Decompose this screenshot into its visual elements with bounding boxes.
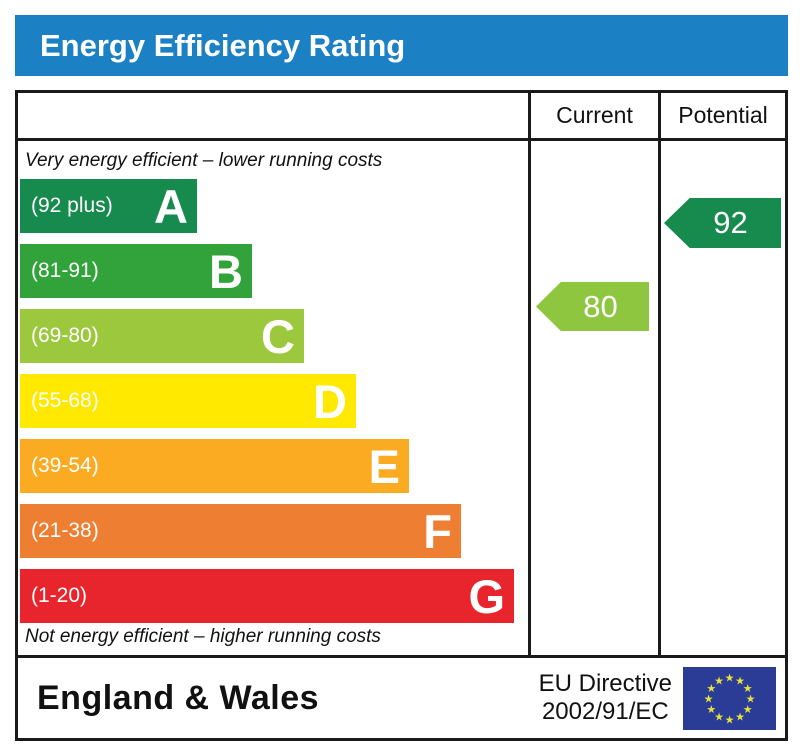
band-row-c: (69-80) C bbox=[20, 309, 528, 363]
svg-text:★: ★ bbox=[714, 710, 724, 723]
band-letter-g: G bbox=[468, 569, 505, 623]
eu-directive-line2: 2002/91/EC bbox=[541, 698, 669, 725]
current-rating-arrow: 80 bbox=[536, 282, 649, 331]
band-bar-g: (1-20) G bbox=[20, 569, 514, 623]
band-bar-f: (21-38) F bbox=[20, 504, 461, 558]
footer-bar: England & Wales EU Directive 2002/91/EC … bbox=[18, 655, 785, 738]
region-label: England & Wales bbox=[37, 678, 320, 717]
svg-text:★: ★ bbox=[746, 692, 756, 705]
band-row-b: (81-91) B bbox=[20, 244, 528, 298]
band-row-e: (39-54) E bbox=[20, 439, 528, 493]
band-letter-f: F bbox=[423, 504, 452, 558]
column-header-potential: Potential bbox=[658, 93, 785, 141]
band-letter-a: A bbox=[154, 179, 188, 233]
band-bar-b: (81-91) B bbox=[20, 244, 252, 298]
potential-rating-value: 92 bbox=[713, 205, 748, 240]
band-letter-b: B bbox=[209, 244, 243, 298]
svg-text:★: ★ bbox=[735, 710, 745, 723]
svg-text:★: ★ bbox=[725, 671, 735, 684]
svg-text:★: ★ bbox=[706, 703, 716, 716]
band-letter-d: D bbox=[313, 374, 347, 428]
svg-text:★: ★ bbox=[706, 682, 716, 695]
band-row-a: (92 plus) A bbox=[20, 179, 528, 233]
rating-table: Current Potential Very energy efficient … bbox=[15, 90, 788, 741]
band-bar-d: (55-68) D bbox=[20, 374, 356, 428]
band-bar-a: (92 plus) A bbox=[20, 179, 197, 233]
band-letter-c: C bbox=[261, 309, 295, 363]
bands-list: (92 plus) A (81-91) B (69-80) C bbox=[20, 179, 528, 623]
band-range-d: (55-68) bbox=[31, 389, 99, 412]
band-range-f: (21-38) bbox=[31, 519, 99, 542]
svg-text:★: ★ bbox=[704, 692, 714, 705]
header-spacer-cell bbox=[18, 93, 528, 141]
band-range-c: (69-80) bbox=[31, 324, 99, 347]
bottom-note: Not energy efficient – higher running co… bbox=[25, 626, 381, 647]
top-note: Very energy efficient – lower running co… bbox=[25, 150, 383, 171]
eu-directive-line1: EU Directive bbox=[538, 669, 672, 697]
band-range-g: (1-20) bbox=[31, 584, 88, 607]
band-range-b: (81-91) bbox=[31, 259, 99, 282]
svg-text:★: ★ bbox=[725, 713, 735, 726]
band-range-a: (92 plus) bbox=[31, 194, 113, 217]
column-header-potential-label: Potential bbox=[678, 102, 768, 128]
band-range-e: (39-54) bbox=[31, 454, 99, 477]
chart-title: Energy Efficiency Rating bbox=[40, 28, 406, 63]
svg-text:★: ★ bbox=[743, 682, 753, 695]
current-rating-value: 80 bbox=[583, 288, 618, 324]
band-bar-c: (69-80) C bbox=[20, 309, 304, 363]
svg-text:★: ★ bbox=[735, 674, 745, 687]
band-bar-e: (39-54) E bbox=[20, 439, 409, 493]
potential-rating-arrow: 92 bbox=[664, 198, 781, 248]
svg-text:★: ★ bbox=[743, 703, 753, 716]
eu-flag-icon: ★ ★ ★ ★ ★ ★ ★ ★ ★ ★ ★ ★ bbox=[683, 666, 776, 730]
chart-title-bar: Energy Efficiency Rating bbox=[15, 15, 788, 76]
band-row-d: (55-68) D bbox=[20, 374, 528, 428]
band-row-g: (1-20) G bbox=[20, 569, 528, 623]
eu-directive-label: EU Directive 2002/91/EC bbox=[539, 670, 672, 727]
current-rating-column: 80 bbox=[528, 141, 658, 655]
column-header-current: Current bbox=[528, 93, 658, 141]
bands-column: Very energy efficient – lower running co… bbox=[18, 141, 528, 655]
column-header-current-label: Current bbox=[556, 102, 633, 128]
potential-rating-column: 92 bbox=[658, 141, 785, 655]
band-row-f: (21-38) F bbox=[20, 504, 528, 558]
band-letter-e: E bbox=[368, 439, 400, 493]
svg-text:★: ★ bbox=[714, 674, 724, 687]
